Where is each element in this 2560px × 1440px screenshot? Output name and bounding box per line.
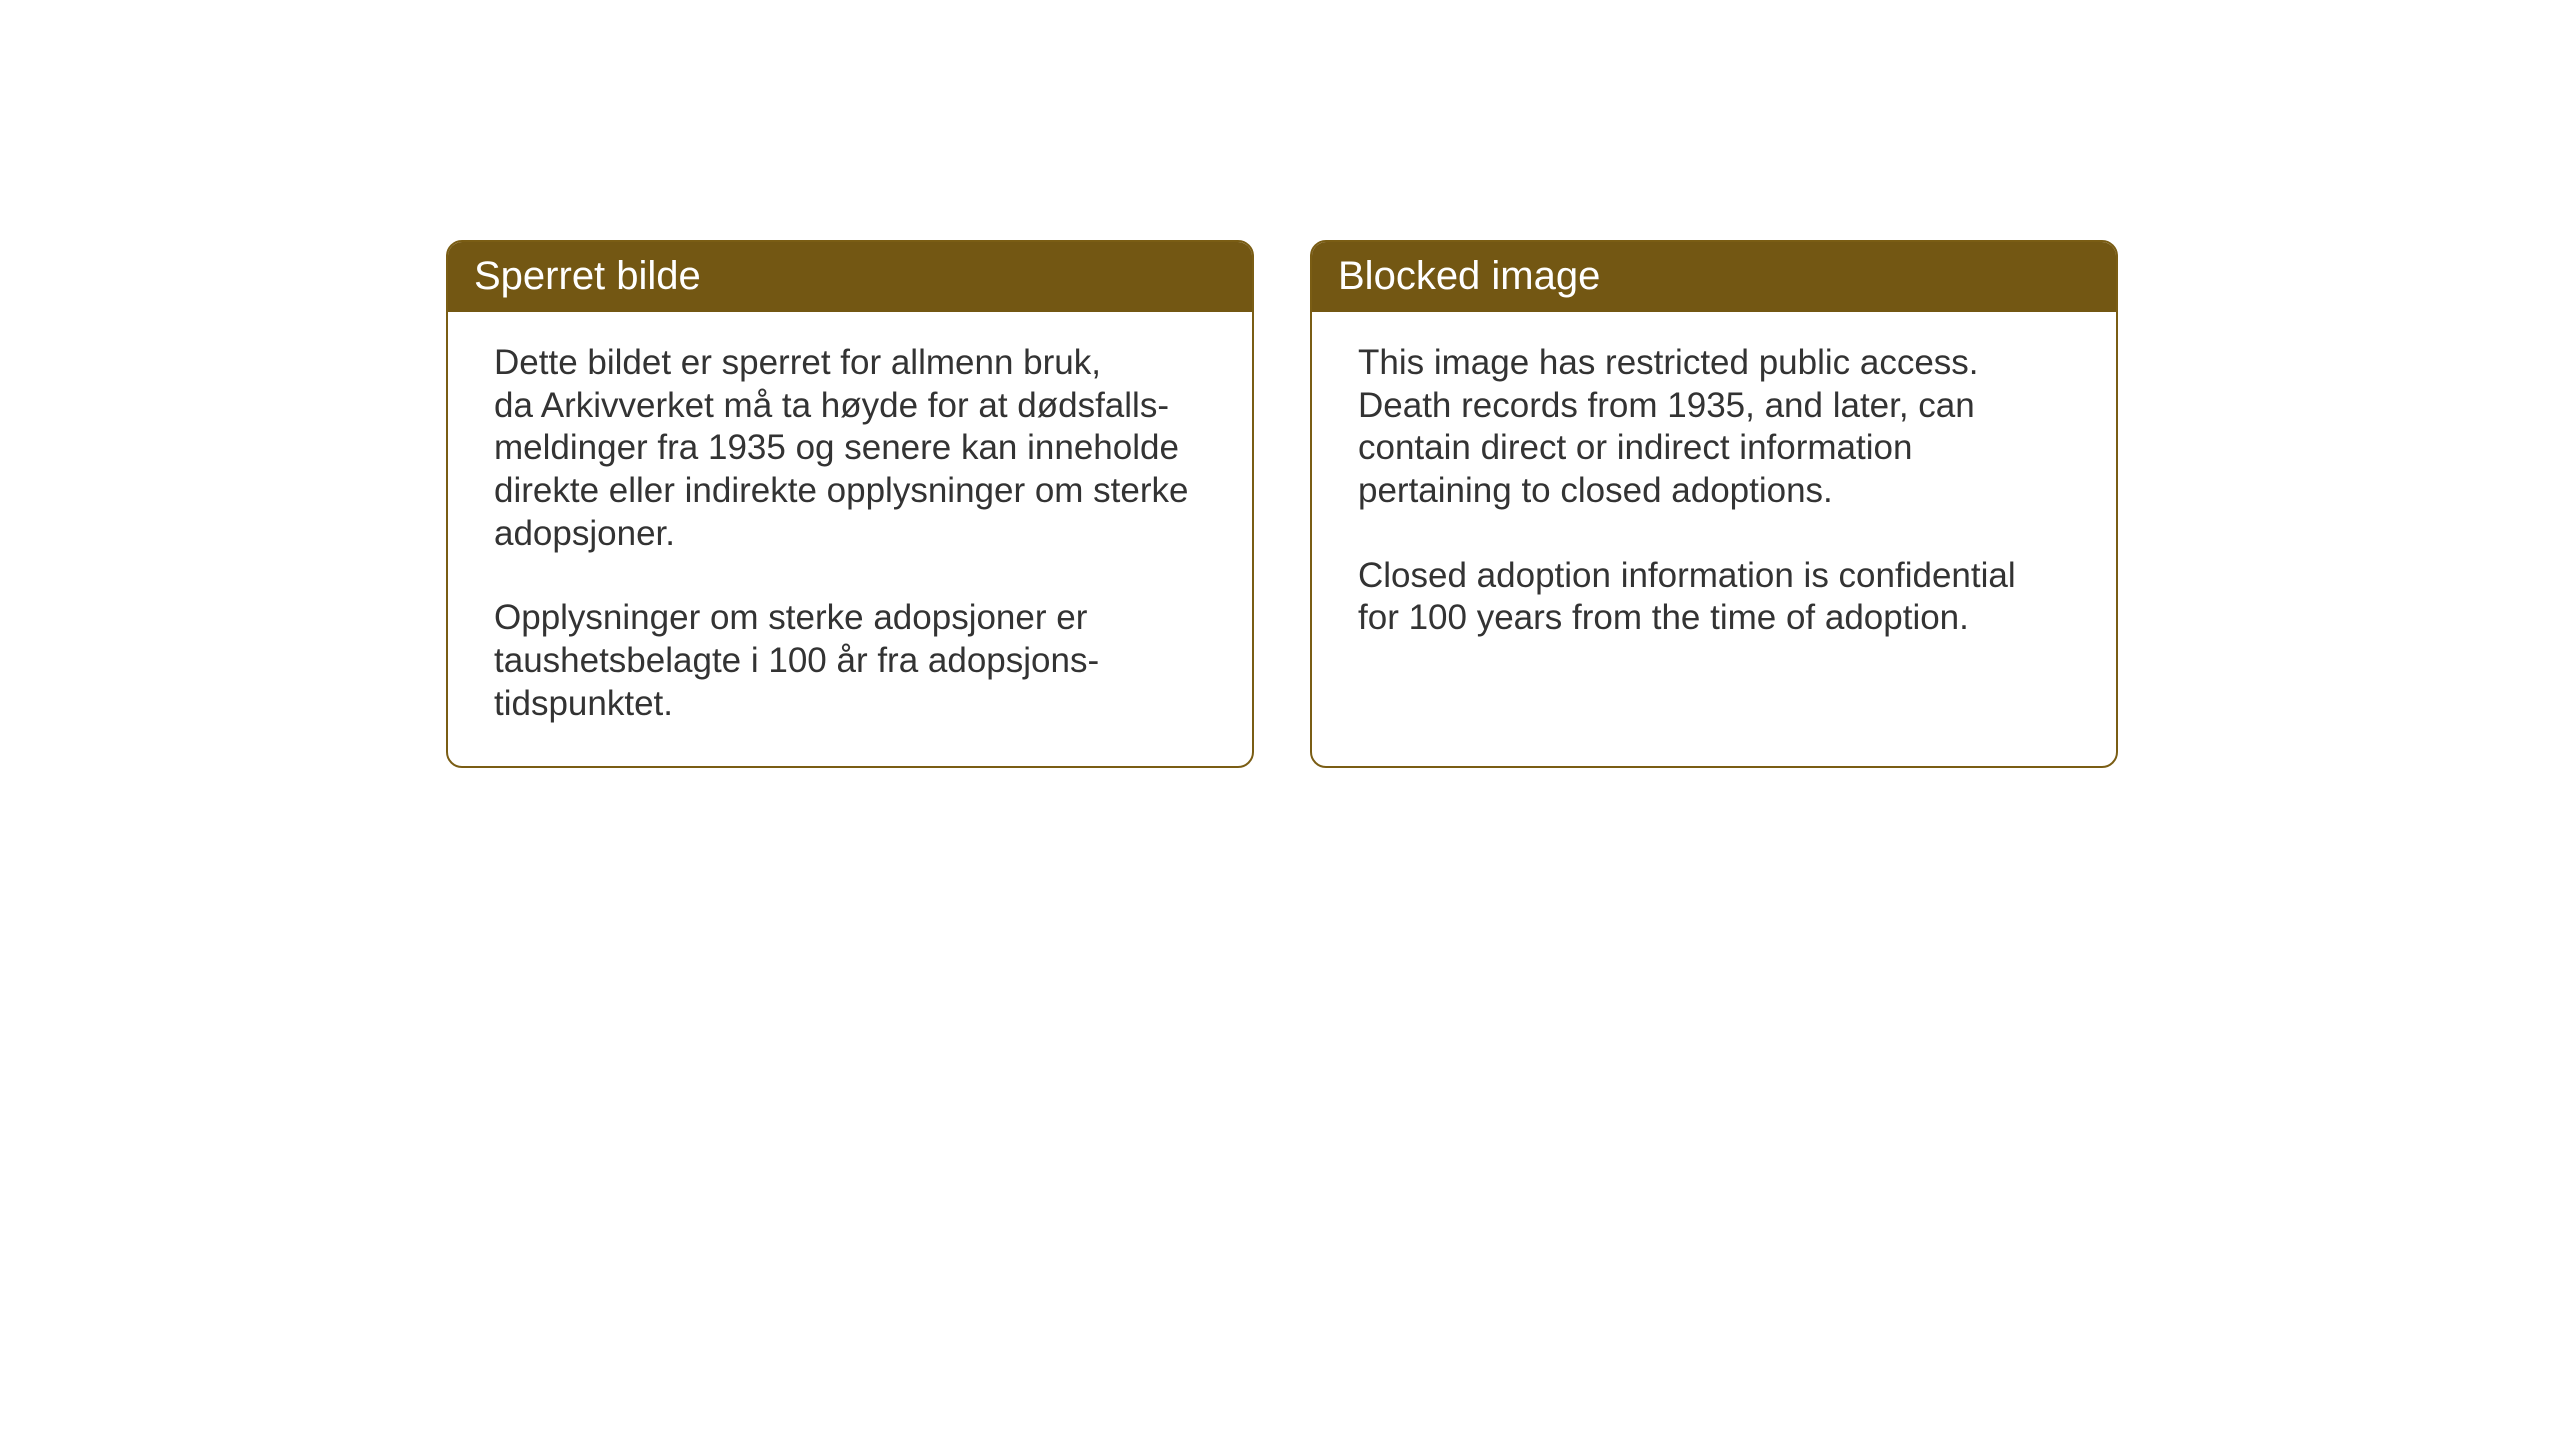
notice-container: Sperret bilde Dette bildet er sperret fo… (446, 240, 2118, 768)
norwegian-notice-card: Sperret bilde Dette bildet er sperret fo… (446, 240, 1254, 768)
text-line: for 100 years from the time of adoption. (1358, 597, 2070, 640)
text-line: tidspunktet. (494, 683, 1206, 726)
english-card-body: This image has restricted public access.… (1312, 312, 2116, 680)
english-paragraph-1: This image has restricted public access.… (1358, 342, 2070, 513)
text-line: Opplysninger om sterke adopsjoner er (494, 597, 1206, 640)
text-line: contain direct or indirect information (1358, 427, 2070, 470)
english-paragraph-2: Closed adoption information is confident… (1358, 555, 2070, 640)
text-line: Closed adoption information is confident… (1358, 555, 2070, 598)
text-line: taushetsbelagte i 100 år fra adopsjons- (494, 640, 1206, 683)
norwegian-paragraph-1: Dette bildet er sperret for allmenn bruk… (494, 342, 1206, 555)
text-line: adopsjoner. (494, 513, 1206, 556)
text-line: Dette bildet er sperret for allmenn bruk… (494, 342, 1206, 385)
text-line: This image has restricted public access. (1358, 342, 2070, 385)
text-line: Death records from 1935, and later, can (1358, 385, 2070, 428)
english-card-title: Blocked image (1312, 242, 2116, 312)
norwegian-card-title: Sperret bilde (448, 242, 1252, 312)
text-line: direkte eller indirekte opplysninger om … (494, 470, 1206, 513)
text-line: pertaining to closed adoptions. (1358, 470, 2070, 513)
text-line: meldinger fra 1935 og senere kan innehol… (494, 427, 1206, 470)
norwegian-paragraph-2: Opplysninger om sterke adopsjoner er tau… (494, 597, 1206, 725)
english-notice-card: Blocked image This image has restricted … (1310, 240, 2118, 768)
norwegian-card-body: Dette bildet er sperret for allmenn bruk… (448, 312, 1252, 766)
text-line: da Arkivverket må ta høyde for at dødsfa… (494, 385, 1206, 428)
